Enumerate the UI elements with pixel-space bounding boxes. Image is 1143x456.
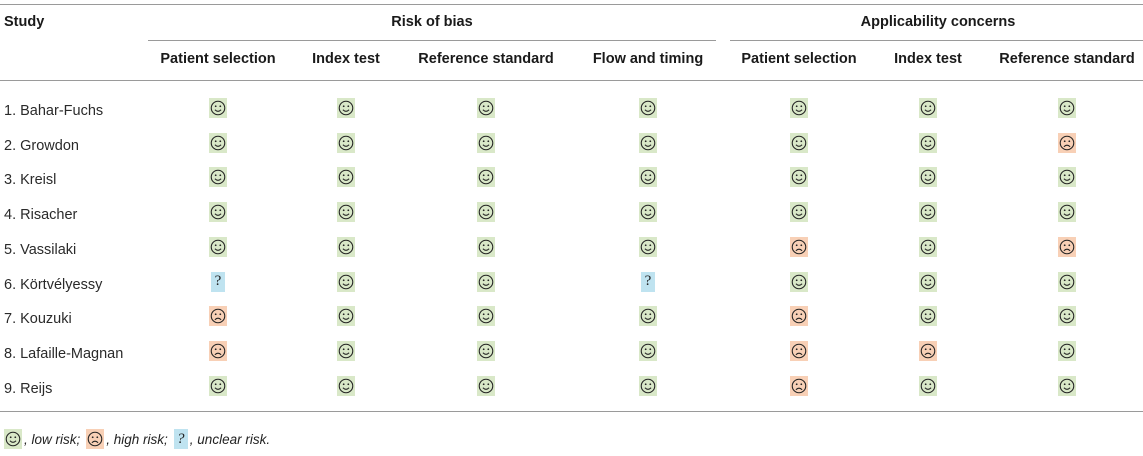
study-name: 2. Growdon [4, 137, 79, 154]
smiley-face-icon [477, 271, 495, 292]
legend-high-risk-label: , high risk; [106, 431, 168, 447]
smiley-face-icon [790, 98, 808, 118]
smiley-face-icon [919, 132, 937, 153]
smiley-face-icon [919, 167, 937, 188]
smiley-face-icon [639, 306, 657, 327]
frowning-face-icon [790, 236, 808, 257]
question-mark-icon: ? [641, 271, 655, 292]
column-header-7: Reference standard [999, 51, 1135, 67]
frowning-face-icon [790, 375, 808, 396]
smiley-face-icon [477, 306, 495, 327]
smiley-face-icon [639, 167, 657, 188]
header-group-risk-of-bias: Risk of bias [391, 14, 473, 30]
header-group-applicability-concerns: Applicability concerns [860, 14, 1016, 30]
frowning-face-icon [1058, 236, 1076, 257]
smiley-face-icon [477, 98, 495, 118]
smiley-face-icon [337, 202, 355, 223]
smiley-face-icon [639, 132, 657, 153]
smiley-face-icon [209, 132, 227, 153]
smiley-face-icon [1058, 375, 1076, 396]
smiley-face-icon [1058, 167, 1076, 188]
study-name: 6. Körtvélyessy [4, 276, 103, 293]
smiley-face-icon [790, 132, 808, 153]
study-name: 5. Vassilaki [4, 241, 77, 258]
study-name: 8. Lafaille-Magnan [4, 345, 124, 362]
smiley-face-icon [790, 167, 808, 188]
smiley-face-icon [477, 167, 495, 188]
smiley-face-icon [337, 340, 355, 361]
smiley-face-icon [209, 167, 227, 188]
frowning-face-icon [790, 340, 808, 361]
smiley-face-icon [477, 375, 495, 396]
legend: , low risk; , high risk; ? , unclear ris… [4, 426, 276, 452]
smiley-face-icon [209, 236, 227, 257]
smiley-face-icon [209, 98, 227, 118]
frowning-face-icon [919, 340, 937, 361]
column-header-3: Reference standard [418, 51, 554, 67]
smiley-face-icon [1058, 98, 1076, 118]
smiley-face-icon [919, 202, 937, 223]
smiley-face-icon [639, 375, 657, 396]
smiley-face-icon [209, 202, 227, 223]
column-header-6: Index test [894, 51, 962, 67]
smiley-face-icon [919, 306, 937, 327]
question-mark-icon: ? [211, 271, 225, 292]
smiley-face-icon [790, 202, 808, 223]
smiley-face-icon [337, 236, 355, 257]
smiley-face-icon [1058, 340, 1076, 361]
smiley-face-icon [919, 271, 937, 292]
smiley-face-icon [919, 375, 937, 396]
smiley-face-icon [1058, 202, 1076, 223]
smiley-face-icon [1058, 306, 1076, 327]
study-name: 4. Risacher [4, 207, 78, 224]
smiley-face-icon [337, 167, 355, 188]
frowning-face-icon [1058, 132, 1076, 153]
table-bottom-rule [0, 411, 1143, 412]
frowning-face-icon [209, 306, 227, 327]
legend-unclear-risk-label: , unclear risk. [189, 431, 271, 447]
legend-smiley-face-icon [4, 429, 22, 449]
column-header-5: Patient selection [741, 51, 857, 67]
smiley-face-icon [477, 202, 495, 223]
header-study: Study [4, 14, 45, 30]
smiley-face-icon [919, 98, 937, 118]
legend-low-risk-label: , low risk; [24, 431, 81, 447]
smiley-face-icon [337, 306, 355, 327]
column-header-1: Patient selection [160, 51, 276, 67]
smiley-face-icon [790, 271, 808, 292]
smiley-face-icon [209, 375, 227, 396]
study-name: 1. Bahar-Fuchs [4, 103, 104, 119]
legend-frowning-face-icon [86, 429, 105, 449]
smiley-face-icon [337, 98, 355, 118]
smiley-face-icon [639, 202, 657, 223]
study-name: 3. Kreisl [4, 172, 57, 189]
smiley-face-icon [477, 340, 495, 361]
smiley-face-icon [337, 132, 355, 153]
smiley-face-icon [477, 236, 495, 257]
legend-question-mark-icon: ? [173, 429, 188, 449]
smiley-face-icon [1058, 271, 1076, 292]
column-header-4: Flow and timing [592, 51, 704, 67]
smiley-face-icon [639, 340, 657, 361]
smiley-face-icon [919, 236, 937, 257]
study-name: 7. Kouzuki [4, 311, 72, 328]
group-underline-applicability [730, 40, 1143, 41]
header-bottom-rule [0, 80, 1143, 81]
group-underline-risk-of-bias [148, 40, 716, 41]
frowning-face-icon [790, 306, 808, 327]
smiley-face-icon [477, 132, 495, 153]
column-header-2: Index test [312, 51, 380, 67]
smiley-face-icon [337, 375, 355, 396]
frowning-face-icon [209, 340, 227, 361]
smiley-face-icon [639, 98, 657, 118]
smiley-face-icon [337, 271, 355, 292]
study-name: 9. Reijs [4, 380, 53, 397]
smiley-face-icon [639, 236, 657, 257]
table-top-rule [0, 4, 1143, 5]
